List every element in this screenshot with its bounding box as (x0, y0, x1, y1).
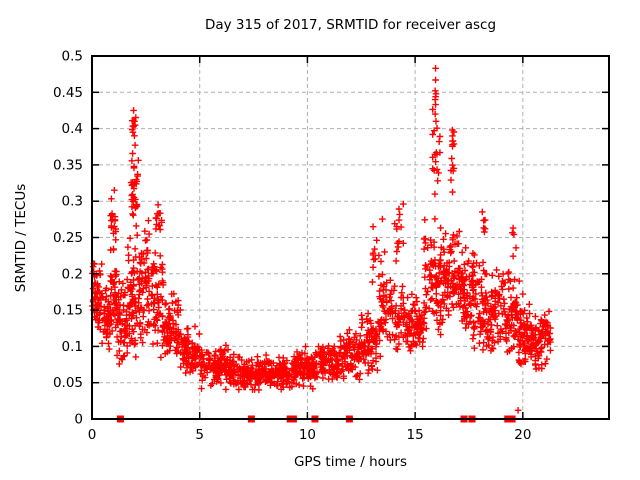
y-tick-label: 0.4 (62, 121, 83, 137)
y-tick-label: 0.5 (62, 49, 83, 65)
x-tick-label: 20 (514, 427, 531, 443)
x-tick-label: 15 (407, 427, 424, 443)
x-tick-label: 10 (299, 427, 316, 443)
x-tick-label: 0 (88, 427, 97, 443)
y-tick-label: 0.35 (53, 157, 83, 173)
x-tick-label: 5 (195, 427, 204, 443)
x-axis-label: GPS time / hours (293, 454, 408, 470)
y-tick-label: 0.05 (53, 375, 83, 391)
y-tick-label: 0 (74, 412, 83, 428)
y-tick-label: 0.2 (62, 266, 83, 282)
y-tick-label: 0.45 (53, 85, 83, 101)
y-tick-label: 0.15 (53, 303, 83, 319)
chart-title: Day 315 of 2017, SRMTID for receiver asc… (204, 17, 497, 33)
scatter-points (89, 65, 554, 414)
y-tick-label: 0.25 (53, 230, 83, 246)
y-tick-label: 0.1 (62, 339, 83, 355)
y-tick-label: 0.3 (62, 194, 83, 210)
